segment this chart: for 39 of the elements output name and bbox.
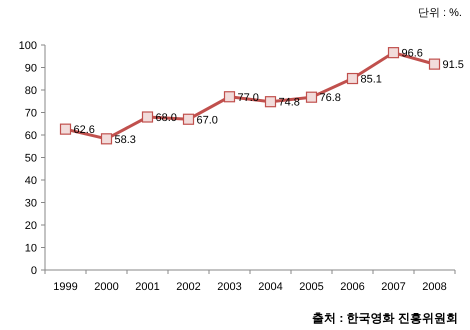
data-label: 91.5 <box>442 59 464 72</box>
x-tick-label: 1999 <box>53 281 78 293</box>
y-tick-label: 10 <box>24 242 37 254</box>
y-tick-label: 70 <box>24 108 37 120</box>
point <box>100 133 112 144</box>
point <box>60 124 72 135</box>
source-note: 출처 : 한국영화 진흥위원회 <box>312 311 458 325</box>
point <box>182 114 194 125</box>
x-tick-label: 2004 <box>258 281 283 293</box>
x-tick-label: 2002 <box>176 281 201 293</box>
y-tick-label: 60 <box>24 130 37 142</box>
y-tick-label: 50 <box>24 152 37 164</box>
x-tick-label: 2007 <box>381 281 406 293</box>
data-label: 85.1 <box>360 74 382 86</box>
y-tick-label: 20 <box>24 220 37 232</box>
data-label: 67.0 <box>196 114 218 126</box>
x-tick-label: 2006 <box>340 281 365 293</box>
x-tick-label: 2003 <box>217 281 242 293</box>
y-tick-label: 90 <box>24 62 37 74</box>
y-tick-label: 80 <box>24 85 37 97</box>
point <box>346 72 358 84</box>
y-tick-label: 100 <box>18 40 37 52</box>
y-tick-label: 30 <box>24 198 37 210</box>
point <box>388 47 400 58</box>
x-tick-label: 2001 <box>135 281 160 293</box>
data-label: 58.3 <box>114 134 136 146</box>
x-tick-label: 2008 <box>422 281 447 293</box>
x-tick-label: 2000 <box>94 281 119 293</box>
data-label: 76.8 <box>320 92 341 104</box>
point <box>428 58 440 70</box>
data-label: 96.6 <box>402 48 423 60</box>
y-tick-label: 40 <box>24 175 37 187</box>
text: 단위 : %. <box>418 7 462 19</box>
x-tick-label: 2005 <box>299 281 324 293</box>
y-tick-label: 0 <box>30 265 37 277</box>
point <box>224 91 236 102</box>
point <box>142 111 154 123</box>
point <box>264 96 276 108</box>
point <box>306 92 318 103</box>
